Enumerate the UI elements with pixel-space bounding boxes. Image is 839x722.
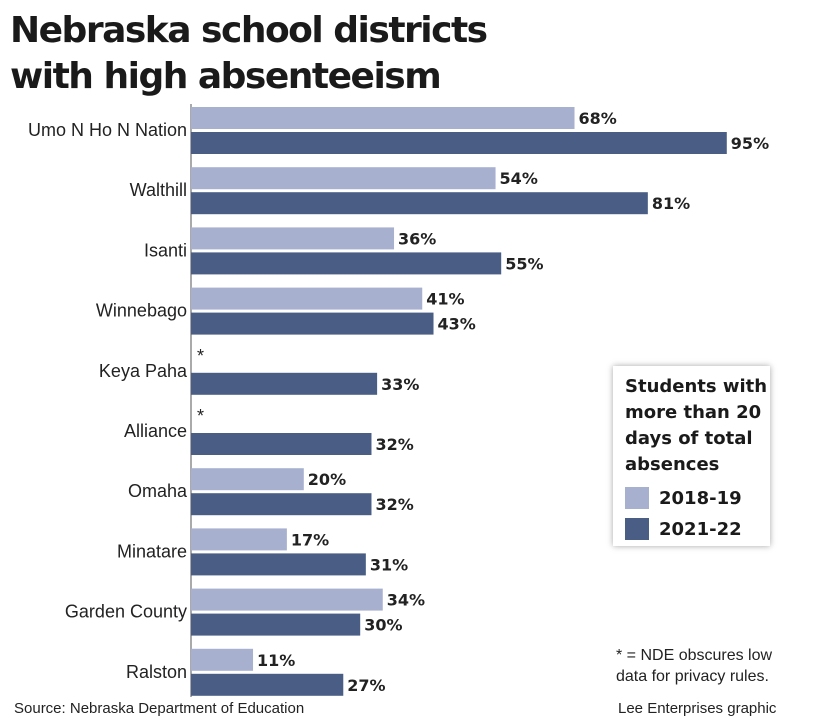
category-label-alliance: Alliance bbox=[124, 421, 187, 441]
source-text: Source: Nebraska Department of Education bbox=[14, 700, 305, 717]
legend-title-line-2: more than 20 bbox=[625, 402, 762, 423]
chart-title-line-1: Nebraska school districts bbox=[10, 10, 488, 51]
privacy-note: * = NDE obscures low data for privacy ru… bbox=[616, 645, 772, 687]
value-label: 32% bbox=[375, 495, 413, 514]
legend: Students with more than 20 days of total… bbox=[613, 366, 770, 546]
value-label: 41% bbox=[426, 290, 464, 309]
legend-title-line-1: Students with bbox=[625, 376, 768, 397]
legend-swatch-2018-19 bbox=[625, 487, 649, 509]
category-label-umo-n-ho-n-nation: Umo N Ho N Nation bbox=[28, 120, 187, 140]
legend-title-line-4: absences bbox=[625, 454, 720, 475]
privacy-note-line-2: data for privacy rules. bbox=[616, 668, 769, 685]
category-label-omaha: Omaha bbox=[128, 481, 188, 501]
chart-title-line-2: with high absenteeism bbox=[10, 56, 442, 97]
value-label: 43% bbox=[438, 315, 476, 334]
legend-label-2021-22: 2021-22 bbox=[659, 518, 742, 540]
value-label: 27% bbox=[347, 676, 385, 695]
credit-text: Lee Enterprises graphic bbox=[618, 700, 777, 717]
value-label: 54% bbox=[500, 169, 538, 188]
bar-2018-19-isanti bbox=[191, 227, 395, 250]
legend-title-line-3: days of total bbox=[625, 428, 753, 449]
value-label: 31% bbox=[370, 555, 408, 574]
privacy-note-line-1: * = NDE obscures low bbox=[616, 647, 773, 664]
value-label: 68% bbox=[579, 109, 617, 128]
value-label: 32% bbox=[375, 435, 413, 454]
bar-2018-19-ralston bbox=[191, 648, 254, 671]
bar-2021-22-minatare bbox=[191, 553, 366, 576]
bar-2021-22-omaha bbox=[191, 493, 372, 516]
value-label: 33% bbox=[381, 375, 419, 394]
value-label: 30% bbox=[364, 616, 402, 635]
category-label-walthill: Walthill bbox=[130, 180, 187, 200]
bar-2018-19-umo-n-ho-n-nation bbox=[191, 107, 575, 129]
value-label: 55% bbox=[505, 254, 543, 273]
category-label-minatare: Minatare bbox=[117, 541, 187, 561]
legend-label-2018-19: 2018-19 bbox=[659, 487, 742, 509]
bar-2018-19-omaha bbox=[191, 468, 304, 491]
legend-swatch-2021-22 bbox=[625, 518, 649, 540]
bar-2018-19-walthill bbox=[191, 167, 496, 190]
legend-title: Students with more than 20 days of total… bbox=[625, 374, 768, 478]
bar-2021-22-walthill bbox=[191, 192, 648, 215]
value-label: 20% bbox=[308, 470, 346, 489]
category-label-ralston: Ralston bbox=[126, 662, 187, 682]
category-label-keya-paha: Keya Paha bbox=[99, 361, 188, 381]
bar-2018-19-winnebago bbox=[191, 287, 423, 310]
bar-2021-22-ralston bbox=[191, 673, 344, 696]
value-label: 81% bbox=[652, 194, 690, 213]
value-label: 11% bbox=[257, 651, 295, 670]
suppressed-marker: * bbox=[197, 406, 204, 426]
bar-2021-22-alliance bbox=[191, 433, 372, 455]
category-label-isanti: Isanti bbox=[144, 240, 187, 260]
category-label-garden-county: Garden County bbox=[65, 602, 187, 622]
bar-2021-22-umo-n-ho-n-nation bbox=[191, 132, 727, 154]
bar-2018-19-garden-county bbox=[191, 588, 383, 611]
bar-2021-22-isanti bbox=[191, 252, 502, 275]
bar-2021-22-garden-county bbox=[191, 613, 361, 636]
suppressed-marker: * bbox=[197, 346, 204, 366]
value-label: 34% bbox=[387, 591, 425, 610]
bar-2021-22-winnebago bbox=[191, 312, 434, 335]
value-label: 17% bbox=[291, 530, 329, 549]
bar-2018-19-minatare bbox=[191, 528, 287, 551]
value-label: 95% bbox=[731, 134, 769, 153]
chart-title: Nebraska school districts with high abse… bbox=[10, 8, 488, 100]
category-label-winnebago: Winnebago bbox=[96, 301, 187, 321]
legend-item-2021-22: 2021-22 bbox=[625, 518, 758, 540]
bar-2021-22-keya-paha bbox=[191, 372, 378, 395]
value-label: 36% bbox=[398, 229, 436, 248]
legend-item-2018-19: 2018-19 bbox=[625, 487, 758, 509]
